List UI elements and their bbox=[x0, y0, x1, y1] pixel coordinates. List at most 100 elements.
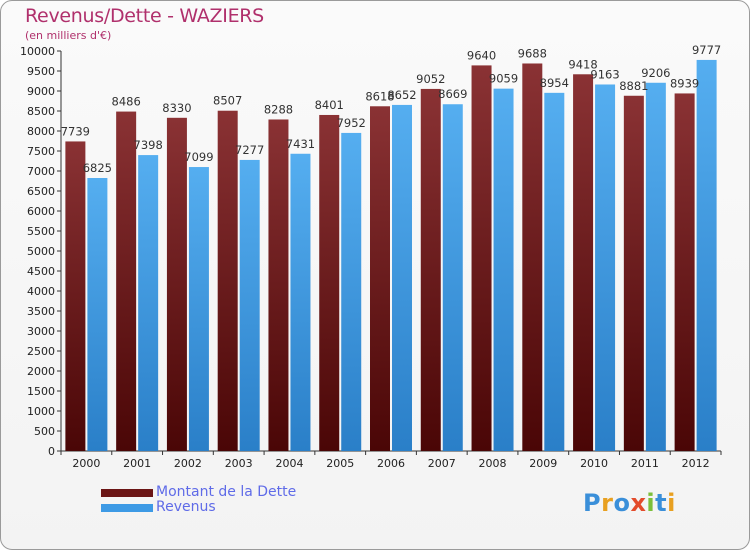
bar-revenus bbox=[493, 88, 514, 451]
x-tick-label: 2008 bbox=[479, 457, 507, 470]
bar-revenus bbox=[138, 155, 159, 451]
y-tick-label: 4500 bbox=[27, 265, 55, 278]
x-tick-label: 2007 bbox=[428, 457, 456, 470]
data-label-revenus: 7431 bbox=[286, 137, 315, 151]
bar-revenus bbox=[87, 178, 108, 451]
bar-dette bbox=[623, 95, 644, 451]
bar-dette bbox=[217, 110, 238, 451]
legend-swatch-dette bbox=[101, 489, 153, 497]
y-tick-label: 1500 bbox=[27, 385, 55, 398]
y-tick-label: 5500 bbox=[27, 225, 55, 238]
y-tick-label: 3500 bbox=[27, 305, 55, 318]
y-tick-label: 9500 bbox=[27, 65, 55, 78]
y-tick-label: 0 bbox=[48, 445, 55, 458]
bar-dette bbox=[522, 63, 543, 451]
bar-revenus bbox=[341, 132, 362, 452]
logo-letter: i bbox=[667, 489, 676, 517]
proxiti-logo: Proxiti bbox=[583, 489, 676, 517]
data-label-dette: 8330 bbox=[162, 101, 191, 115]
data-label-revenus: 8652 bbox=[387, 88, 416, 102]
bar-dette bbox=[573, 74, 594, 451]
data-label-revenus: 9206 bbox=[641, 66, 670, 80]
data-label-dette: 9640 bbox=[467, 48, 496, 62]
y-tick-label: 9000 bbox=[27, 85, 55, 98]
data-label-revenus: 9163 bbox=[590, 67, 619, 81]
data-label-dette: 8939 bbox=[670, 76, 699, 90]
data-label-revenus: 8954 bbox=[540, 76, 569, 90]
logo-letter: x bbox=[630, 489, 647, 517]
x-tick-label: 2004 bbox=[275, 457, 303, 470]
data-label-dette: 8401 bbox=[315, 98, 344, 112]
legend-swatch-revenus bbox=[101, 504, 153, 512]
bar-dette bbox=[370, 106, 390, 451]
data-label-dette: 8288 bbox=[264, 102, 293, 116]
data-label-dette: 9418 bbox=[568, 57, 597, 71]
logo-letter: P bbox=[583, 489, 602, 517]
bar-dette bbox=[471, 65, 492, 452]
data-label-dette: 9052 bbox=[416, 72, 445, 86]
data-label-dette: 7739 bbox=[61, 124, 90, 138]
bar-revenus bbox=[696, 59, 717, 452]
data-label-revenus: 6825 bbox=[83, 161, 112, 175]
data-label-dette: 8507 bbox=[213, 94, 242, 108]
y-tick-label: 5000 bbox=[27, 245, 55, 258]
bar-dette bbox=[319, 114, 340, 452]
x-tick-label: 2006 bbox=[377, 457, 405, 470]
legend-label-dette: Montant de la Dette bbox=[156, 484, 297, 500]
bar-revenus bbox=[239, 159, 260, 452]
chart-subtitle: (en milliers d'€) bbox=[25, 29, 112, 42]
bar-dette bbox=[420, 88, 441, 452]
data-label-dette: 9688 bbox=[518, 46, 547, 60]
logo-letter: o bbox=[613, 489, 631, 517]
x-tick-label: 2001 bbox=[123, 457, 151, 470]
y-tick-label: 7000 bbox=[27, 165, 55, 178]
y-tick-label: 2500 bbox=[27, 345, 55, 358]
y-tick-label: 6500 bbox=[27, 185, 55, 198]
x-tick-label: 2005 bbox=[326, 457, 354, 470]
data-label-dette: 8881 bbox=[619, 79, 648, 93]
logo-letter: t bbox=[655, 489, 668, 517]
y-tick-label: 8000 bbox=[27, 125, 55, 138]
y-tick-label: 2000 bbox=[27, 365, 55, 378]
bar-revenus bbox=[544, 92, 565, 451]
logo-letter: i bbox=[646, 489, 656, 517]
bar-revenus bbox=[442, 104, 463, 452]
bar-revenus bbox=[595, 84, 616, 451]
data-label-revenus: 8669 bbox=[438, 87, 467, 101]
y-tick-label: 4000 bbox=[27, 285, 55, 298]
chart-title: Revenus/Dette - WAZIERS bbox=[25, 5, 264, 27]
bar-dette bbox=[65, 141, 86, 451]
x-tick-label: 2010 bbox=[580, 457, 608, 470]
data-label-dette: 8618 bbox=[365, 89, 394, 103]
y-tick-label: 7500 bbox=[27, 145, 55, 158]
x-tick-label: 2009 bbox=[529, 457, 557, 470]
bar-dette bbox=[268, 119, 289, 451]
data-label-revenus: 7952 bbox=[337, 116, 366, 130]
y-tick-label: 8500 bbox=[27, 105, 55, 118]
x-tick-label: 2003 bbox=[225, 457, 253, 470]
data-label-revenus: 7277 bbox=[235, 143, 264, 157]
x-tick-label: 2011 bbox=[631, 457, 659, 470]
bar-revenus bbox=[392, 104, 412, 452]
data-label-revenus: 9059 bbox=[489, 72, 518, 86]
bar-revenus bbox=[188, 167, 209, 452]
y-tick-label: 3000 bbox=[27, 325, 55, 338]
y-tick-label: 500 bbox=[34, 425, 55, 438]
y-tick-label: 10000 bbox=[20, 45, 55, 58]
data-label-revenus: 7398 bbox=[134, 138, 163, 152]
bar-dette bbox=[166, 117, 187, 452]
x-tick-label: 2012 bbox=[682, 457, 710, 470]
x-tick-label: 2002 bbox=[174, 457, 202, 470]
x-tick-label: 2000 bbox=[72, 457, 100, 470]
data-label-revenus: 9777 bbox=[692, 43, 721, 57]
bar-revenus bbox=[645, 82, 666, 451]
bar-dette bbox=[674, 93, 695, 451]
y-tick-label: 6000 bbox=[27, 205, 55, 218]
legend-label-revenus: Revenus bbox=[156, 499, 216, 515]
data-label-revenus: 7099 bbox=[184, 150, 213, 164]
data-label-dette: 8486 bbox=[112, 95, 141, 109]
bar-dette bbox=[116, 111, 137, 451]
bar-revenus bbox=[290, 153, 311, 451]
